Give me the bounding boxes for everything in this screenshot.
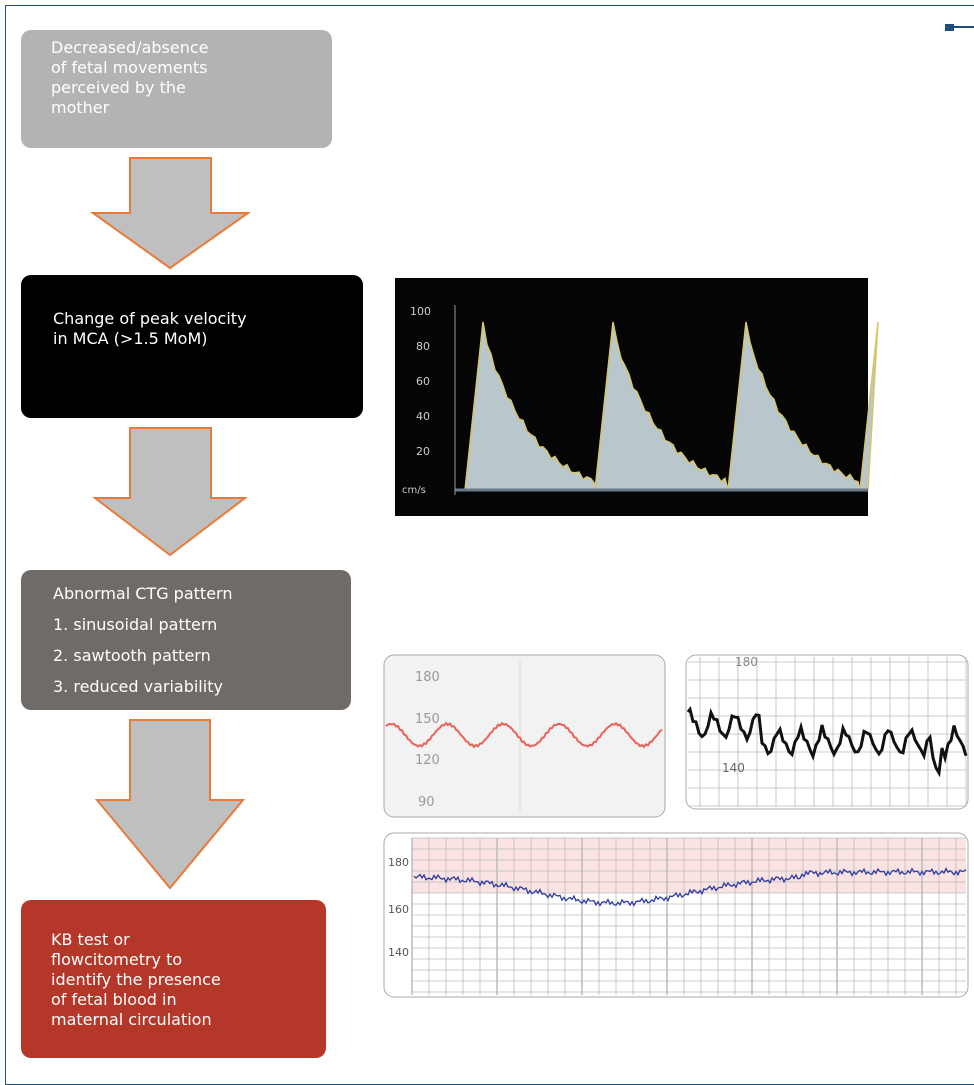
- step-box: KB test or flowcitometry to identify the…: [21, 900, 326, 1058]
- step-text: perceived by the: [51, 78, 332, 98]
- ctg-reduced-variability-image: 180 160 140: [384, 833, 968, 997]
- arrow: [95, 428, 245, 555]
- step-text: in MCA (>1.5 MoM): [53, 329, 363, 349]
- axis-label: 140: [388, 946, 409, 959]
- step-text: of fetal blood in: [51, 990, 326, 1010]
- step-text: maternal circulation: [51, 1010, 326, 1030]
- corner-marker: [945, 24, 954, 31]
- step-text: mother: [51, 98, 332, 118]
- step-text: KB test or: [51, 930, 326, 950]
- step-text: flowcitometry to: [51, 950, 326, 970]
- step-box: Change of peak velocity in MCA (>1.5 MoM…: [21, 275, 363, 418]
- arrow: [97, 720, 243, 888]
- axis-label: 90: [418, 795, 435, 810]
- step-text: Change of peak velocity: [53, 309, 363, 329]
- step-text: 2. sawtooth pattern: [53, 640, 351, 671]
- axis-label: 40: [416, 410, 430, 423]
- step-text: Abnormal CTG pattern: [53, 578, 351, 609]
- axis-label: 180: [415, 670, 440, 685]
- step-text: of fetal movements: [51, 58, 332, 78]
- axis-label: 150: [415, 712, 440, 727]
- axis-label: 20: [416, 445, 430, 458]
- axis-label: 180: [388, 856, 409, 869]
- axis-label: cm/s: [402, 485, 426, 496]
- step-text: 3. reduced variability: [53, 671, 351, 702]
- arrow: [93, 158, 248, 268]
- axis-label: 60: [416, 375, 430, 388]
- page: 100 80 60 40 20 cm/s 180 150 120 90 180 …: [0, 0, 974, 1075]
- step-text: identify the presence: [51, 970, 326, 990]
- doppler-image: 100 80 60 40 20 cm/s: [395, 278, 878, 516]
- axis-label: 180: [735, 655, 758, 669]
- axis-label: 120: [415, 753, 440, 768]
- axis-label: 160: [388, 903, 409, 916]
- step-text: 1. sinusoidal pattern: [53, 609, 351, 640]
- step-box: Decreased/absence of fetal movements per…: [21, 30, 332, 148]
- ctg-sawtooth-image: 180 140: [686, 655, 968, 809]
- axis-label: 140: [722, 761, 745, 775]
- axis-label: 80: [416, 340, 430, 353]
- step-text: Decreased/absence: [51, 38, 332, 58]
- ctg-sinusoidal-image: 180 150 120 90: [384, 655, 665, 817]
- axis-label: 100: [410, 305, 431, 318]
- step-box: Abnormal CTG pattern 1. sinusoidal patte…: [21, 570, 351, 710]
